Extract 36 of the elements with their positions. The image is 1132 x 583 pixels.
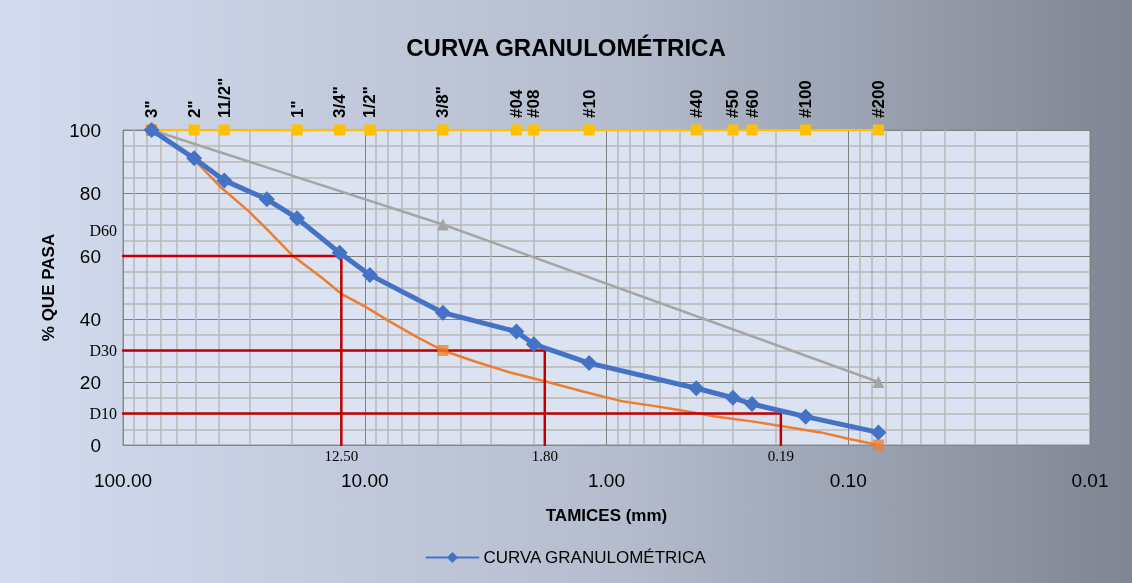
x-tick-label: 1.00 [588, 470, 625, 491]
annotation: #50 [723, 89, 743, 118]
annotation: #04 [506, 89, 526, 118]
x-tick-label: 100.00 [93, 470, 153, 491]
annotation: D10 [89, 405, 117, 422]
y-tick-label: 100 [69, 119, 101, 141]
x-tick-label: 0.01 [1071, 470, 1109, 491]
annotation: 0.19 [767, 447, 794, 464]
x-tick-label: 0.10 [829, 470, 867, 491]
y-tick-label: 40 [79, 308, 101, 330]
annotation: D30 [89, 342, 117, 359]
y-tick-label: 60 [79, 245, 101, 267]
annotation: 3" [142, 100, 162, 118]
chart-title: CURVA GRANULOMÉTRICA [406, 33, 726, 61]
annotation: 11/2" [214, 77, 234, 118]
x-tick-label: 10.00 [340, 470, 389, 491]
annotation: 3/4" [330, 86, 350, 118]
y-axis-title: % QUE PASA [39, 233, 58, 342]
annotation: #10 [579, 89, 599, 118]
x-axis-title: TAMICES (mm) [545, 506, 668, 525]
annotation: 3/8" [433, 86, 453, 118]
legend-label: CURVA GRANULOMÉTRICA [483, 548, 707, 567]
annotation: 1/2" [360, 86, 380, 118]
annotation: #40 [686, 89, 706, 118]
annotation: #60 [742, 89, 762, 118]
annotation: 1.80 [531, 447, 558, 464]
annotation: #100 [796, 80, 816, 118]
y-tick-label: 20 [79, 371, 101, 393]
annotation: #08 [524, 89, 544, 118]
annotation: #200 [868, 80, 888, 118]
annotation: D60 [89, 221, 117, 239]
annotation: 12.50 [324, 447, 359, 464]
annotation: 1" [287, 100, 307, 118]
y-tick-label: 80 [79, 182, 101, 204]
y-tick-label: 0 [90, 434, 101, 456]
annotation: 2" [184, 100, 204, 118]
